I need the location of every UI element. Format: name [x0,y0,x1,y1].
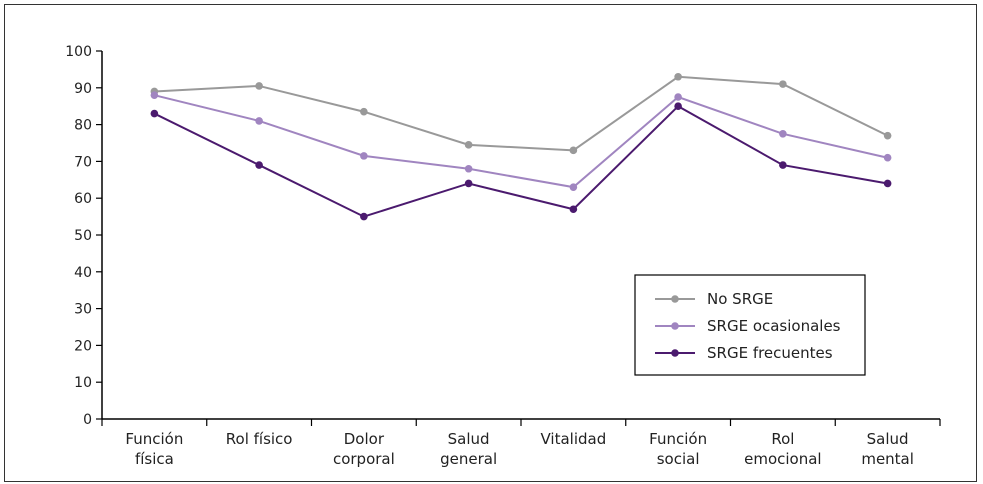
data-point [569,146,578,155]
x-tick-label: Dolor corporal [333,430,395,468]
data-point [779,80,787,88]
line-chart: 0 10 20 30 40 50 60 70 80 90 100 Función física Rol … [65,44,941,468]
x-tick-label: Rol físico [226,430,293,448]
y-tick-label: 90 [74,81,92,97]
data-point [150,91,159,99]
x-tick-labels: Función física Rol físico Dolor corporal Salu… [101,419,941,468]
y-tick-label: 100 [65,44,92,60]
data-point [464,164,473,173]
data-point [255,117,263,125]
data-point [883,131,892,140]
data-point [779,161,787,169]
data-point [464,179,473,188]
y-tick-label: 80 [74,118,92,134]
series-line [154,75,889,152]
data-point [255,161,263,169]
legend-label: SRGE ocasionales [707,317,841,335]
data-point [360,152,368,160]
y-ticks: 0 10 20 30 40 50 60 70 80 90 100 [65,44,102,428]
y-tick-label: 20 [74,338,92,354]
data-point [674,93,682,101]
data-point [883,179,892,188]
series-3 [150,102,892,221]
series-line [153,104,888,218]
legend: No SRGE SRGE ocasionales SRGE frecuentes [634,274,866,376]
data-point [360,212,368,221]
y-tick-label: 0 [83,412,92,428]
legend-label: No SRGE [707,290,773,308]
x-tick-label: Salud mental [861,430,914,468]
y-tick-label: 50 [74,228,92,244]
legend-label: SRGE frecuentes [707,344,833,362]
y-tick-label: 70 [74,154,92,170]
data-point [255,82,263,90]
data-point [569,183,578,191]
chart-frame: 0 10 20 30 40 50 60 70 80 90 100 Función física Rol … [4,4,977,482]
series-2 [150,91,892,191]
data-point [360,107,368,116]
data-point [674,102,682,110]
x-tick-label: Salud general [440,430,497,468]
data-point [674,72,682,81]
series-lines [150,72,892,221]
x-tick-label: Vitalidad [541,430,607,448]
data-point [569,205,578,214]
y-tick-label: 40 [74,265,92,281]
data-point [150,109,159,118]
series-1 [150,72,892,155]
y-tick-label: 10 [74,375,92,391]
legend-swatch-marker [671,322,679,330]
x-tick-label: Función social [649,430,707,468]
data-point [883,153,892,162]
legend-swatch-marker [671,349,679,357]
legend-swatch-marker [671,295,679,303]
y-tick-label: 60 [74,191,92,207]
data-point [779,130,787,138]
series-line [154,94,888,189]
y-tick-label: 30 [74,302,92,318]
x-tick-label: Rol emocional [744,430,821,468]
data-point [464,141,473,149]
x-tick-label: Función física [125,430,183,468]
